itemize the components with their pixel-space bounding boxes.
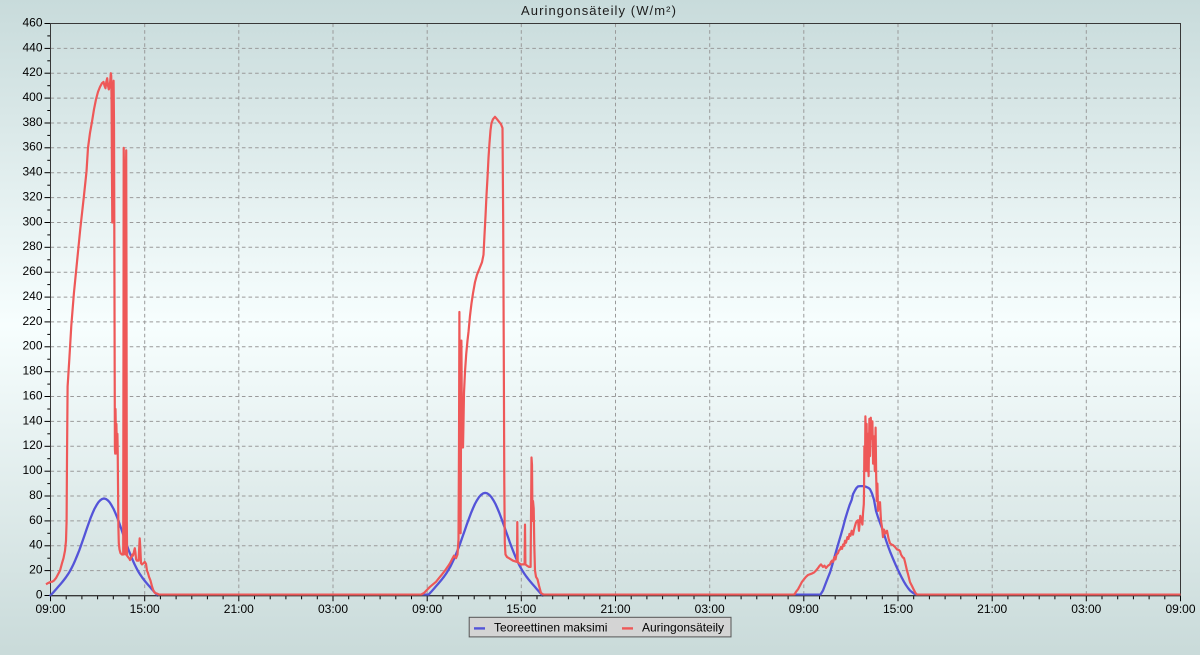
svg-text:09:00: 09:00	[35, 602, 65, 616]
svg-text:160: 160	[22, 388, 42, 402]
svg-text:09:00: 09:00	[412, 602, 442, 616]
svg-text:03:00: 03:00	[695, 602, 725, 616]
svg-text:Auringonsäteily: Auringonsäteily	[642, 621, 724, 635]
svg-text:360: 360	[22, 140, 42, 154]
svg-text:340: 340	[22, 165, 42, 179]
svg-text:460: 460	[22, 15, 42, 29]
svg-text:280: 280	[22, 239, 42, 253]
svg-text:15:00: 15:00	[506, 602, 536, 616]
svg-text:Auringonsäteily (W/m²): Auringonsäteily (W/m²)	[521, 3, 677, 18]
svg-text:09:00: 09:00	[1165, 602, 1195, 616]
svg-text:Teoreettinen maksimi: Teoreettinen maksimi	[494, 621, 607, 635]
svg-text:09:00: 09:00	[789, 602, 819, 616]
svg-text:15:00: 15:00	[883, 602, 913, 616]
svg-text:0: 0	[36, 587, 43, 601]
svg-text:40: 40	[29, 538, 43, 552]
svg-text:240: 240	[22, 289, 42, 303]
svg-text:03:00: 03:00	[1071, 602, 1101, 616]
svg-text:220: 220	[22, 314, 42, 328]
svg-text:180: 180	[22, 364, 42, 378]
svg-text:20: 20	[29, 563, 43, 577]
svg-text:60: 60	[29, 513, 43, 527]
svg-text:320: 320	[22, 190, 42, 204]
svg-text:200: 200	[22, 339, 42, 353]
svg-text:21:00: 21:00	[600, 602, 630, 616]
svg-text:140: 140	[22, 413, 42, 427]
svg-text:380: 380	[22, 115, 42, 129]
svg-text:03:00: 03:00	[318, 602, 348, 616]
svg-text:15:00: 15:00	[130, 602, 160, 616]
svg-text:400: 400	[22, 90, 42, 104]
svg-text:80: 80	[29, 488, 43, 502]
svg-text:440: 440	[22, 40, 42, 54]
svg-text:300: 300	[22, 214, 42, 228]
svg-text:420: 420	[22, 65, 42, 79]
svg-text:120: 120	[22, 438, 42, 452]
svg-text:260: 260	[22, 264, 42, 278]
svg-text:21:00: 21:00	[224, 602, 254, 616]
svg-text:100: 100	[22, 463, 42, 477]
svg-text:21:00: 21:00	[977, 602, 1007, 616]
